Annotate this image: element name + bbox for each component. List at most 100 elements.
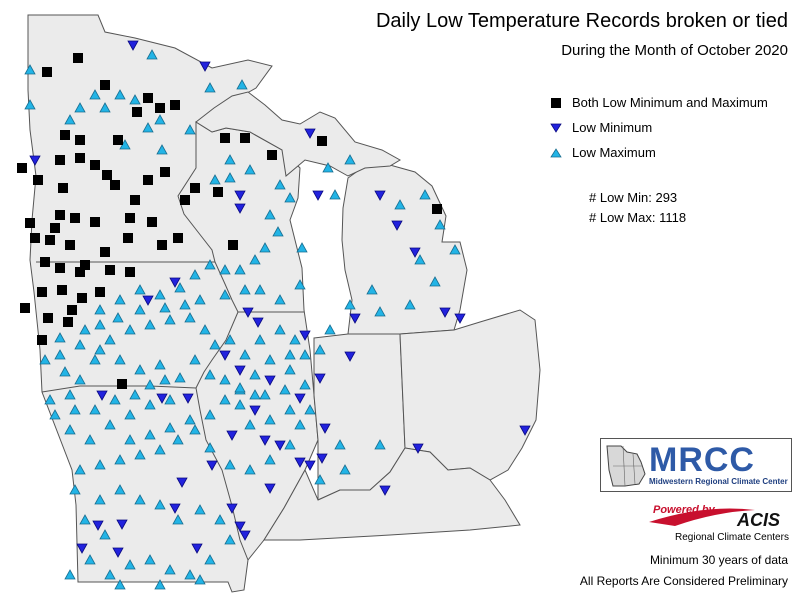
station-marker-low-min — [191, 543, 203, 554]
station-marker-both — [55, 263, 65, 273]
midwest-map-icon — [606, 445, 646, 487]
station-marker-low-min — [176, 477, 188, 488]
station-marker-low-max — [79, 324, 91, 335]
station-marker-low-max — [434, 219, 446, 230]
station-marker-low-min — [412, 443, 424, 454]
station-marker-low-max — [194, 294, 206, 305]
legend-item-low-max: Low Maximum — [540, 140, 768, 165]
acis-swoosh-icon — [649, 508, 755, 526]
station-marker-low-max — [244, 164, 256, 175]
map-title: Daily Low Temperature Records broken or … — [375, 10, 788, 32]
station-marker-low-max — [64, 424, 76, 435]
station-marker-low-min — [92, 520, 104, 531]
station-marker-both — [17, 163, 27, 173]
station-marker-low-max — [366, 284, 378, 295]
station-marker-low-max — [134, 304, 146, 315]
station-marker-low-min — [374, 190, 386, 201]
station-marker-low-max — [239, 349, 251, 360]
station-marker-both — [55, 210, 65, 220]
station-marker-low-min — [409, 247, 421, 258]
station-marker-low-max — [114, 89, 126, 100]
station-marker-both — [130, 195, 140, 205]
station-marker-low-max — [79, 514, 91, 525]
station-marker-low-max — [249, 389, 261, 400]
station-marker-both — [180, 195, 190, 205]
station-marker-both — [77, 293, 87, 303]
station-marker-both — [432, 204, 442, 214]
station-marker-low-max — [284, 439, 296, 450]
station-marker-low-min — [206, 460, 218, 471]
station-marker-both — [57, 285, 67, 295]
station-marker-low-max — [299, 379, 311, 390]
station-marker-low-max — [54, 349, 66, 360]
station-marker-low-max — [264, 414, 276, 425]
station-marker-low-max — [134, 449, 146, 460]
station-marker-low-max — [274, 324, 286, 335]
station-marker-low-max — [294, 419, 306, 430]
state-lines — [36, 122, 304, 561]
station-marker-low-max — [159, 374, 171, 385]
station-marker-low-min — [379, 485, 391, 496]
station-marker-low-max — [419, 189, 431, 200]
station-marker-both — [42, 67, 52, 77]
station-marker-both — [147, 217, 157, 227]
station-marker-low-max — [146, 49, 158, 60]
station-marker-low-max — [264, 209, 276, 220]
station-marker-both — [43, 313, 53, 323]
station-marker-both — [213, 187, 223, 197]
station-marker-low-min — [264, 483, 276, 494]
station-marker-low-max — [104, 569, 116, 580]
station-marker-low-max — [236, 79, 248, 90]
station-marker-low-max — [344, 299, 356, 310]
station-marker-low-max — [414, 254, 426, 265]
station-marker-both — [173, 233, 183, 243]
station-marker-low-max — [114, 484, 126, 495]
station-marker-low-min — [439, 307, 451, 318]
record-counts: # Low Min: 293 # Low Max: 1118 — [589, 188, 686, 228]
station-marker-both — [37, 335, 47, 345]
station-marker-low-max — [209, 174, 221, 185]
station-marker-low-min — [299, 330, 311, 341]
station-markers — [17, 40, 531, 590]
station-marker-low-min — [304, 460, 316, 471]
station-marker-low-min — [239, 530, 251, 541]
station-marker-low-max — [134, 494, 146, 505]
station-marker-low-max — [259, 242, 271, 253]
station-marker-low-max — [334, 439, 346, 450]
station-marker-both — [80, 260, 90, 270]
station-marker-low-min — [142, 295, 154, 306]
station-marker-low-min — [259, 435, 271, 446]
station-marker-low-max — [184, 312, 196, 323]
station-marker-both — [90, 217, 100, 227]
station-marker-low-min — [116, 519, 128, 530]
station-marker-low-max — [204, 369, 216, 380]
station-marker-low-min — [242, 307, 254, 318]
state-outlines — [27, 14, 541, 593]
station-marker-low-max — [154, 359, 166, 370]
station-marker-both — [30, 233, 40, 243]
station-marker-low-min — [344, 351, 356, 362]
station-marker-both — [67, 305, 77, 315]
station-marker-both — [73, 53, 83, 63]
station-marker-low-min — [349, 313, 361, 324]
station-marker-low-min — [319, 423, 331, 434]
station-marker-low-max — [299, 349, 311, 360]
station-marker-low-max — [69, 404, 81, 415]
station-marker-both — [100, 247, 110, 257]
station-marker-low-min — [264, 375, 276, 386]
station-marker-low-max — [154, 289, 166, 300]
station-marker-low-max — [224, 334, 236, 345]
station-marker-low-max — [142, 122, 154, 133]
station-marker-low-min — [169, 503, 181, 514]
station-marker-low-max — [254, 334, 266, 345]
station-marker-both — [132, 107, 142, 117]
station-marker-low-max — [239, 284, 251, 295]
station-marker-both — [125, 213, 135, 223]
station-marker-low-min — [234, 190, 246, 201]
station-marker-low-max — [64, 569, 76, 580]
low-max-count: # Low Max: 1118 — [589, 210, 687, 225]
station-marker-both — [65, 240, 75, 250]
station-marker-low-max — [94, 304, 106, 315]
station-marker-low-max — [259, 389, 271, 400]
